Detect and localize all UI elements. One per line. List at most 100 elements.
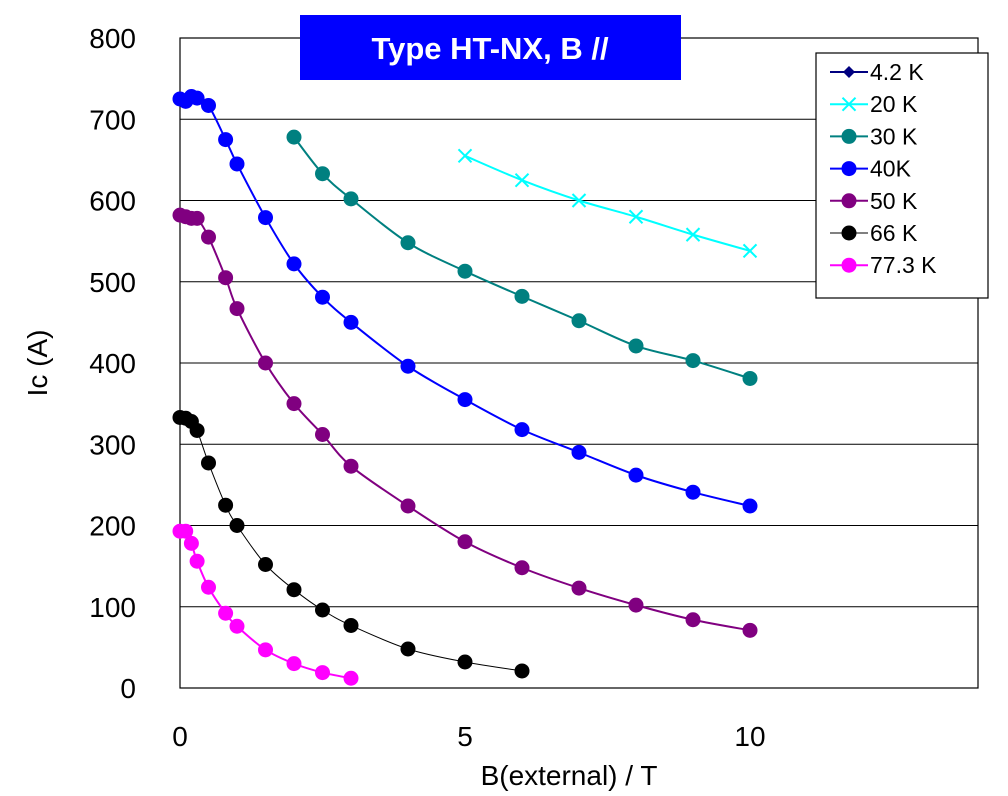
series-20-k <box>457 148 758 259</box>
series-50-k <box>172 207 758 638</box>
data-point <box>189 553 205 569</box>
x-axis-title: B(external) / T <box>481 760 658 791</box>
data-point <box>685 227 701 242</box>
legend-marker <box>841 96 857 112</box>
data-point <box>628 338 644 354</box>
legend-label: 50 K <box>870 188 918 214</box>
data-point <box>742 498 758 514</box>
data-point <box>178 523 194 539</box>
legend-label: 20 K <box>870 91 918 117</box>
data-point <box>286 129 302 145</box>
legend-label: 77.3 K <box>870 252 937 278</box>
x-axis-tick-labels: 0 5 10 <box>172 721 765 752</box>
legend: 4.2 K 20 K 30 K 40K 50 K 66 K 77.3 K <box>815 52 989 299</box>
data-point <box>286 256 302 272</box>
legend-item: 50 K <box>830 188 918 214</box>
series-40k <box>172 89 758 514</box>
data-point <box>514 560 530 576</box>
data-point <box>258 557 273 572</box>
data-point <box>571 444 587 460</box>
data-point <box>201 229 216 245</box>
data-point <box>201 579 216 595</box>
chart-title-background <box>300 15 681 80</box>
data-point <box>315 602 330 618</box>
data-point <box>218 497 234 513</box>
data-point <box>400 641 416 657</box>
legend-item: 30 K <box>830 123 918 149</box>
data-point <box>571 580 587 596</box>
legend-marker <box>841 128 857 144</box>
legend-label: 66 K <box>870 220 918 246</box>
data-point <box>571 193 587 208</box>
y-axis-title: Ic (A) <box>22 330 53 397</box>
data-point <box>183 535 199 551</box>
data-point <box>514 288 530 304</box>
data-point <box>628 209 644 224</box>
data-point <box>201 455 216 471</box>
data-point <box>457 654 473 670</box>
series-line <box>293 136 751 380</box>
marker-stroke <box>628 209 644 224</box>
data-point <box>343 458 359 474</box>
data-point <box>229 518 245 533</box>
data-point <box>742 622 758 638</box>
y-tick-label: 200 <box>89 511 136 542</box>
data-point <box>258 210 273 226</box>
data-point <box>201 97 216 113</box>
data-point <box>286 656 302 672</box>
y-tick-label: 600 <box>89 186 136 217</box>
legend-item: 77.3 K <box>830 252 937 278</box>
data-point <box>258 355 273 371</box>
data-point <box>457 148 473 164</box>
marker-stroke <box>685 227 701 242</box>
data-point <box>315 166 330 182</box>
data-point <box>742 370 758 386</box>
data-point <box>343 314 359 330</box>
legend-item: 66 K <box>830 220 918 246</box>
data-point <box>229 618 245 634</box>
data-point <box>514 422 530 438</box>
legend-item: 40K <box>830 156 912 182</box>
legend-item: 20 K <box>830 91 918 117</box>
data-point <box>457 392 473 408</box>
y-tick-label: 500 <box>89 267 136 298</box>
marker-stroke <box>742 243 758 259</box>
x-tick-label: 0 <box>172 721 188 752</box>
legend-frame <box>815 52 989 299</box>
y-tick-label: 400 <box>89 348 136 379</box>
data-point <box>218 132 234 148</box>
x-tick-label: 10 <box>734 721 765 752</box>
x-tick-label: 5 <box>457 721 473 752</box>
y-tick-label: 700 <box>89 104 136 135</box>
data-point <box>315 427 330 442</box>
y-axis-tick-labels: 0 100 200 300 400 500 600 700 800 <box>89 23 136 704</box>
data-point <box>742 243 758 259</box>
data-point <box>343 617 359 633</box>
data-point <box>628 467 644 483</box>
y-tick-label: 0 <box>120 673 136 704</box>
marker-stroke <box>514 172 530 188</box>
series-30-k <box>286 129 758 386</box>
data-point <box>457 263 473 279</box>
data-point <box>218 270 234 286</box>
series-66-k <box>172 409 530 679</box>
data-point <box>286 396 302 412</box>
data-point <box>315 665 330 681</box>
legend-label: 4.2 K <box>870 59 924 85</box>
marker-stroke <box>457 148 473 164</box>
data-point <box>685 612 701 628</box>
series-line <box>464 154 751 252</box>
series-layer <box>172 89 758 686</box>
legend-marker <box>841 225 857 241</box>
legend-label: 40K <box>870 156 912 182</box>
data-point <box>400 498 416 514</box>
y-tick-label: 300 <box>89 429 136 460</box>
data-point <box>189 90 205 106</box>
data-point <box>685 484 701 500</box>
y-tick-label: 800 <box>89 23 136 54</box>
legend-marker <box>843 66 855 78</box>
series-77-3-k <box>172 523 359 686</box>
data-point <box>400 358 416 374</box>
data-point <box>189 210 205 226</box>
